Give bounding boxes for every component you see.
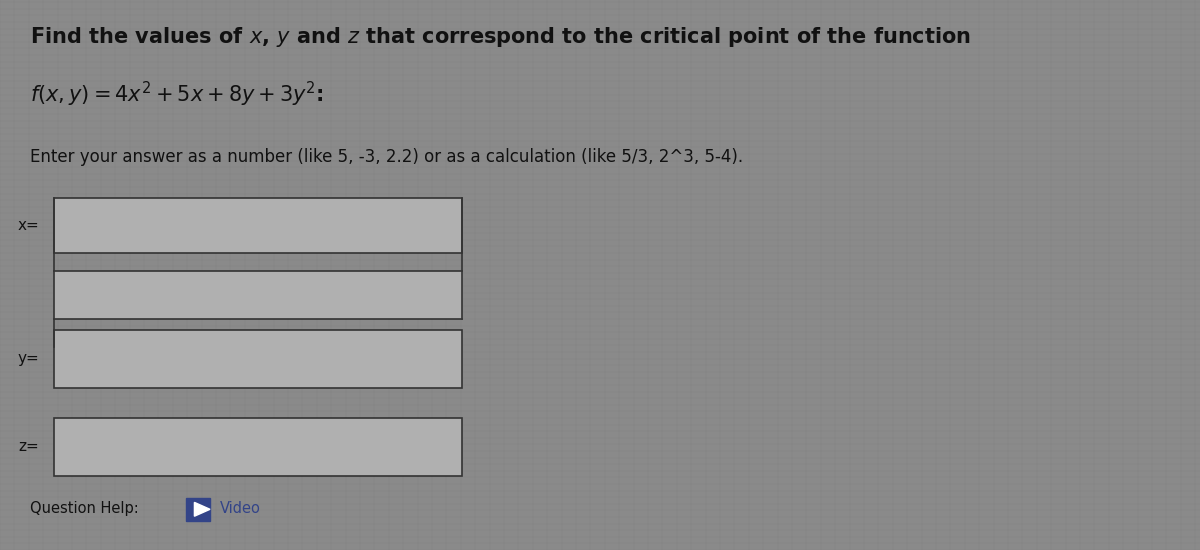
FancyBboxPatch shape: [54, 330, 462, 388]
Text: $f(x, y) = 4x^2 + 5x + 8y + 3y^2$:: $f(x, y) = 4x^2 + 5x + 8y + 3y^2$:: [30, 80, 324, 109]
FancyBboxPatch shape: [186, 498, 210, 521]
FancyBboxPatch shape: [54, 418, 462, 476]
FancyBboxPatch shape: [54, 198, 462, 253]
Text: Question Help:: Question Help:: [30, 501, 139, 516]
Text: Video: Video: [220, 501, 260, 516]
Polygon shape: [194, 502, 210, 516]
Text: y=: y=: [18, 351, 40, 366]
Text: Find the values of $x$, $y$ and $z$ that correspond to the critical point of the: Find the values of $x$, $y$ and $z$ that…: [30, 25, 971, 49]
Text: z=: z=: [18, 439, 38, 454]
FancyBboxPatch shape: [54, 271, 462, 319]
Text: x=: x=: [18, 218, 40, 233]
Text: Enter your answer as a number (like 5, -3, 2.2) or as a calculation (like 5/3, 2: Enter your answer as a number (like 5, -…: [30, 148, 743, 167]
